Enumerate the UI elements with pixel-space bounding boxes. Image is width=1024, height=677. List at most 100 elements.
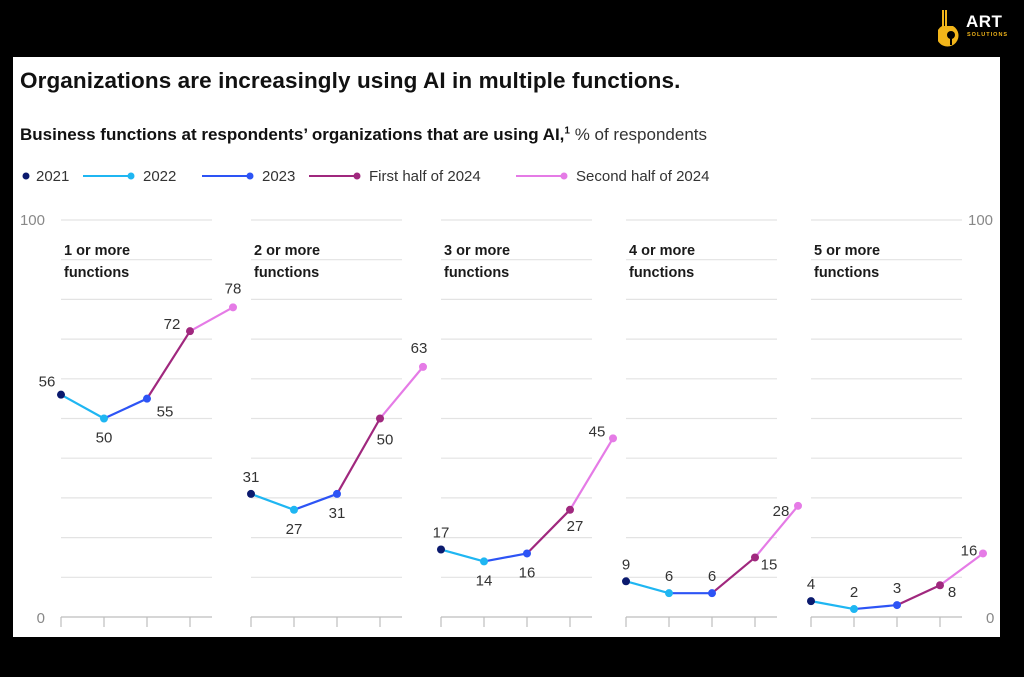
- legend-item-3: 2023: [202, 166, 295, 186]
- data-label: 45: [589, 423, 606, 440]
- panel-label-line2: functions: [254, 265, 319, 281]
- legend-label: 2022: [143, 167, 177, 185]
- series-segment-2023: [482, 552, 529, 563]
- data-point-first-half-of-2024: [751, 553, 759, 562]
- data-label: 27: [567, 518, 584, 535]
- data-point-2022: [480, 557, 488, 566]
- series-segment-second-half-of-2024: [568, 437, 615, 511]
- legend-marker-icon: [202, 172, 254, 180]
- panel-label-line1: 4 or more: [629, 243, 695, 259]
- data-point-2021: [437, 545, 445, 554]
- panel-label-line1: 2 or more: [254, 243, 320, 259]
- data-label: 27: [286, 521, 303, 538]
- data-label: 56: [39, 374, 56, 391]
- chart-title: Organizations are increasingly using AI …: [20, 68, 681, 93]
- panel-label-line1: 3 or more: [444, 243, 510, 259]
- logo-icon: [938, 10, 959, 47]
- chart-panel: [13, 57, 1000, 637]
- data-point-second-half-of-2024: [794, 501, 802, 510]
- data-point-first-half-of-2024: [936, 581, 944, 590]
- data-label: 6: [708, 568, 716, 585]
- series-segment-2022: [249, 492, 296, 511]
- y-tick-label-100-right: 100: [968, 212, 993, 229]
- data-label: 31: [243, 469, 260, 486]
- series-segment-first-half-of-2024: [525, 508, 572, 555]
- data-point-2023: [893, 601, 901, 610]
- data-label: 16: [519, 564, 536, 581]
- series-segment-first-half-of-2024: [895, 584, 942, 607]
- subtitle-unit: % of respondents: [569, 125, 707, 144]
- chart-subtitle: Business functions at respondents’ organ…: [20, 125, 707, 145]
- data-label: 2: [850, 584, 858, 601]
- data-point-second-half-of-2024: [609, 434, 617, 443]
- y-tick-label-0-right: 0: [986, 610, 994, 627]
- data-label: 17: [433, 525, 450, 542]
- series-segment-first-half-of-2024: [145, 330, 192, 400]
- data-label: 3: [893, 580, 901, 597]
- series-segment-second-half-of-2024: [378, 365, 425, 420]
- data-label: 55: [157, 404, 174, 421]
- data-label: 8: [948, 584, 956, 601]
- data-label: 28: [773, 503, 790, 520]
- legend-label: 2023: [262, 167, 296, 185]
- series-segment-2022: [439, 548, 486, 563]
- series-segment-second-half-of-2024: [753, 504, 800, 559]
- data-point-2023: [708, 589, 716, 598]
- legend-marker-icon: [83, 172, 135, 180]
- data-point-second-half-of-2024: [419, 362, 427, 371]
- panel-label-line2: functions: [814, 265, 879, 281]
- series-segment-first-half-of-2024: [335, 417, 382, 496]
- series-segment-2022: [809, 600, 856, 611]
- legend-item-2: 2022: [83, 166, 176, 186]
- series-segment-2022: [59, 393, 106, 420]
- y-tick-label-100-left: 100: [20, 212, 45, 229]
- series-segment-2023: [292, 492, 339, 511]
- data-label: 9: [622, 556, 630, 573]
- legend-label: Second half of 2024: [576, 167, 710, 185]
- data-label: 14: [476, 572, 493, 589]
- legend-marker-icon: [516, 172, 568, 180]
- data-point-second-half-of-2024: [229, 303, 237, 312]
- series-segment-2022: [624, 580, 671, 595]
- data-point-2022: [290, 505, 298, 514]
- legend-item-5: Second half of 2024: [516, 166, 709, 186]
- footnote-marker: 1: [564, 125, 570, 137]
- legend-label: First half of 2024: [369, 167, 481, 185]
- panel-label-line1: 1 or more: [64, 243, 130, 259]
- brand-logo: ART SOLUTIONS: [938, 8, 1018, 50]
- data-label: 78: [225, 280, 242, 297]
- legend-marker-icon: [22, 172, 30, 180]
- series-segment-2023: [102, 397, 149, 420]
- series-segment-first-half-of-2024: [710, 556, 757, 595]
- legend-label: 2021: [36, 167, 70, 185]
- data-point-2022: [850, 605, 858, 614]
- data-point-2021: [247, 489, 255, 498]
- panel-label-line2: functions: [64, 265, 129, 281]
- legend-item-1: 2021: [20, 166, 69, 186]
- data-point-2021: [622, 577, 630, 586]
- data-point-2022: [665, 589, 673, 598]
- data-label: 4: [807, 576, 815, 593]
- data-label: 16: [961, 542, 978, 559]
- data-point-2023: [143, 394, 151, 403]
- data-label: 50: [377, 432, 394, 449]
- legend-item-4: First half of 2024: [309, 166, 481, 186]
- legend-marker-icon: [309, 172, 361, 180]
- brand-tagline: SOLUTIONS: [967, 32, 1009, 38]
- series-segment-second-half-of-2024: [188, 306, 235, 333]
- data-label: 6: [665, 568, 673, 585]
- data-label: 31: [329, 505, 346, 522]
- data-label: 50: [96, 430, 113, 447]
- data-point-2022: [100, 414, 108, 423]
- data-label: 15: [761, 556, 778, 573]
- data-point-2023: [523, 549, 531, 558]
- brand-name: ART: [966, 12, 1003, 31]
- panel-label-line2: functions: [629, 265, 694, 281]
- data-point-second-half-of-2024: [979, 549, 987, 558]
- data-point-2023: [333, 489, 341, 498]
- panel-label-line2: functions: [444, 265, 509, 281]
- subtitle-main: Business functions at respondents’ organ…: [20, 125, 565, 144]
- y-tick-label-0-left: 0: [37, 610, 45, 627]
- data-label: 72: [164, 316, 181, 333]
